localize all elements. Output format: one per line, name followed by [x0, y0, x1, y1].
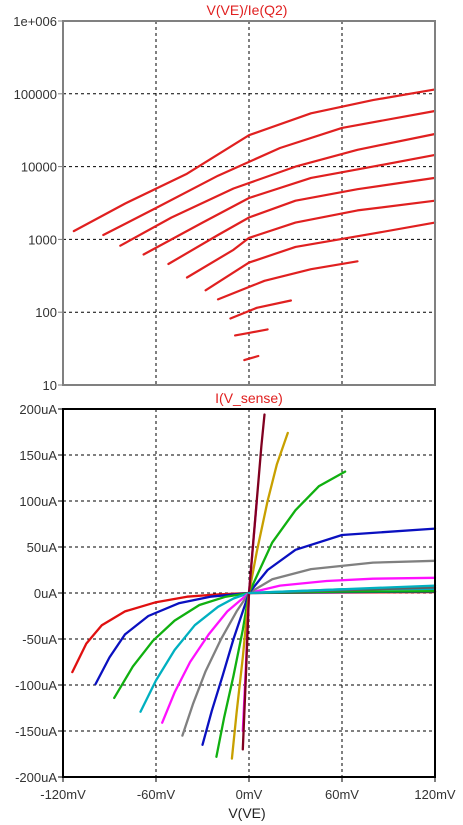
bottom-y-tick-label: 200uA — [19, 402, 57, 417]
bottom-series-line — [230, 431, 289, 760]
top-y-tick-label: 10 — [43, 378, 57, 393]
bottom-y-tick-label: -50uA — [22, 632, 57, 647]
top-y-tick-label: 1e+006 — [13, 14, 57, 29]
top-series-line — [204, 221, 437, 292]
bottom-x-tick-label: 60mV — [325, 787, 359, 802]
bottom-series-line — [241, 413, 266, 751]
bottom-x-tick-label: 0mV — [236, 787, 263, 802]
top-series-line — [167, 176, 437, 266]
bottom-series-line — [247, 584, 437, 595]
top-y-tick-label: 100 — [35, 305, 57, 320]
top-chart: V(VE)/Ie(Q2) 10 100 1000 10000 100000 1e+006 — [13, 2, 437, 393]
bottom-chart-y-ticks: -200uA -150uA -100uA -50uA 0uA 50uA 100uA 150uA… — [15, 402, 63, 785]
bottom-series-line — [181, 559, 437, 737]
bottom-chart-x-ticks: -120mV -60mV 0mV 60mV 120mV — [40, 777, 456, 802]
top-series-line — [72, 88, 437, 233]
top-series-line — [185, 199, 437, 279]
top-series-line — [243, 354, 260, 362]
bottom-chart-title: I(V_sense) — [215, 390, 283, 406]
bottom-y-tick-label: 50uA — [27, 540, 58, 555]
bottom-x-tick-label: -120mV — [40, 787, 86, 802]
top-series-line — [142, 153, 437, 256]
bottom-y-tick-label: 0uA — [34, 586, 57, 601]
bottom-y-tick-label: 100uA — [19, 494, 57, 509]
top-chart-frame — [62, 20, 436, 386]
bottom-chart-series — [71, 413, 437, 760]
bottom-x-tick-label: 120mV — [414, 787, 456, 802]
bottom-series-line — [161, 576, 437, 724]
top-chart-grid — [63, 21, 435, 385]
top-y-tick-label: 10000 — [21, 160, 57, 175]
top-series-line — [119, 132, 437, 247]
top-chart-y-ticks: 10 100 1000 10000 100000 1e+006 — [13, 14, 63, 393]
top-series-line — [229, 299, 292, 320]
bottom-y-tick-label: -200uA — [15, 770, 57, 785]
bottom-y-tick-label: -150uA — [15, 724, 57, 739]
bottom-chart-frame — [62, 408, 436, 778]
top-series-line — [234, 328, 269, 337]
bottom-y-tick-label: -100uA — [15, 678, 57, 693]
bottom-y-tick-label: 150uA — [19, 448, 57, 463]
bottom-chart-x-label: V(VE) — [228, 805, 265, 821]
top-y-tick-label: 100000 — [14, 87, 57, 102]
top-chart-series — [72, 88, 437, 362]
bottom-series-line — [113, 590, 437, 700]
top-y-tick-label: 1000 — [28, 232, 57, 247]
top-series-line — [102, 109, 437, 237]
bottom-x-tick-label: -60mV — [137, 787, 176, 802]
top-chart-title: V(VE)/Ie(Q2) — [207, 2, 288, 18]
top-series-line — [216, 260, 359, 301]
bottom-chart: I(V_sense) -200uA -150uA -100uA -50uA 0uA 50u… — [15, 390, 456, 821]
bottom-series-line — [139, 587, 437, 713]
